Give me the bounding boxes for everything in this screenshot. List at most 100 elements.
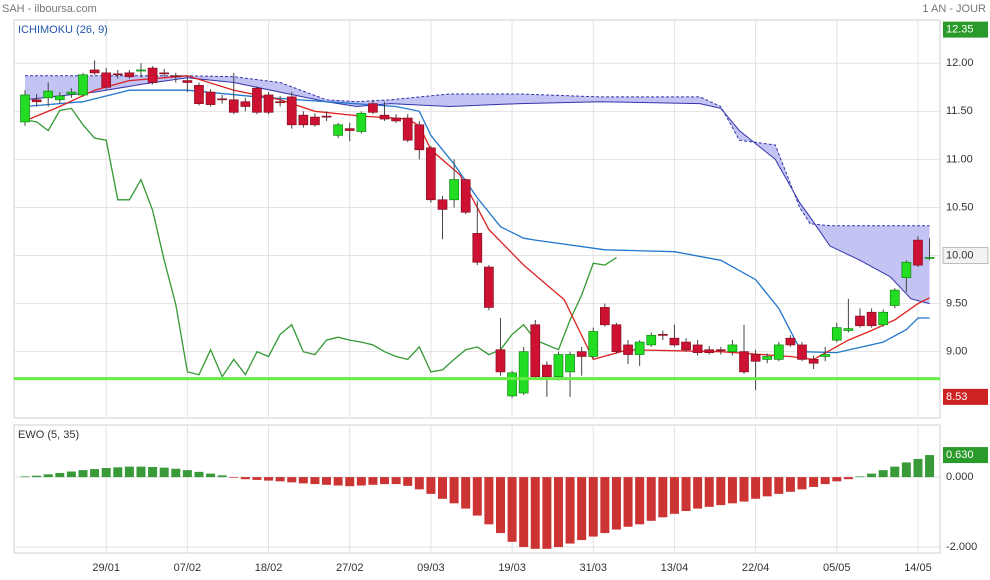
- ewo-bar: [78, 470, 88, 478]
- y-tick-label: 10.50: [946, 201, 974, 213]
- ewo-bar: [264, 477, 274, 481]
- candle-body: [263, 94, 274, 113]
- ewo-bar: [669, 477, 679, 514]
- candle-body: [518, 351, 529, 394]
- candle-body: [333, 124, 343, 136]
- ewo-bar: [913, 458, 923, 478]
- ewo-bar: [553, 477, 563, 548]
- y-tick-label: 11.00: [946, 153, 973, 165]
- ewo-bar: [681, 477, 691, 512]
- ewo-bar: [611, 477, 621, 530]
- ewo-bar: [658, 477, 668, 518]
- ewo-bar: [101, 468, 111, 478]
- ewo-bar: [437, 477, 447, 499]
- candle-body: [623, 344, 633, 355]
- x-tick-label: 22/04: [742, 562, 770, 574]
- panel-title: EWO (5, 35): [18, 429, 79, 441]
- candle-body: [773, 344, 784, 360]
- candle-body: [321, 115, 332, 118]
- candle-body: [449, 179, 459, 201]
- ewo-bar: [809, 477, 819, 487]
- candle-body: [217, 98, 228, 101]
- ewo-bar: [66, 471, 76, 478]
- ewo-bar: [820, 477, 830, 485]
- candle-body: [368, 103, 378, 113]
- ewo-bar: [322, 477, 332, 485]
- ewo-bar: [507, 477, 517, 542]
- ewo-bar: [600, 477, 610, 534]
- ewo-bar: [298, 477, 308, 484]
- candle-body: [78, 74, 88, 96]
- ewo-bar: [90, 469, 100, 478]
- ewo-bar: [542, 477, 552, 549]
- candle-body: [402, 117, 413, 141]
- candle-body: [762, 356, 773, 360]
- ewo-bar: [495, 477, 505, 534]
- candle-body: [170, 75, 181, 78]
- ewo-bar: [472, 477, 482, 516]
- ewo-bar: [878, 470, 888, 478]
- y-tick-label: 10.00: [946, 249, 974, 261]
- candle-body: [356, 112, 367, 132]
- y-tick-label: 9.50: [946, 298, 967, 310]
- ewo-bar: [461, 477, 471, 509]
- price-label: 12.35: [946, 24, 974, 36]
- y-tick-label: 9.00: [946, 346, 967, 358]
- candle-body: [901, 261, 912, 278]
- ewo-bar: [310, 477, 320, 485]
- x-tick-label: 13/04: [661, 562, 689, 574]
- ewo-bar: [159, 467, 169, 478]
- ewo-bar: [646, 477, 656, 521]
- panel-title: ICHIMOKU (26, 9): [18, 24, 108, 36]
- candle-body: [136, 69, 146, 72]
- ewo-bar: [693, 477, 703, 509]
- candle-body: [194, 85, 204, 104]
- candle-body: [704, 349, 715, 353]
- ewo-bar: [484, 477, 494, 525]
- candle-body: [437, 199, 448, 210]
- ewo-bar: [635, 477, 645, 525]
- candle-body: [484, 266, 494, 308]
- price-box: [943, 447, 988, 464]
- candle-body: [460, 179, 471, 213]
- ewo-bar: [171, 468, 181, 478]
- ewo-bar: [577, 477, 587, 541]
- x-tick-label: 18/02: [255, 562, 283, 574]
- ewo-bar: [739, 477, 749, 502]
- candle-body: [808, 359, 819, 364]
- ewo-bar: [368, 477, 378, 485]
- candle-body: [275, 101, 285, 104]
- candle-body: [681, 341, 691, 351]
- price-label: 0.630: [946, 449, 974, 461]
- cloud-fill: [25, 75, 930, 304]
- ewo-bar: [704, 477, 714, 507]
- panel-frame: [13, 424, 941, 554]
- candle-body: [112, 73, 123, 76]
- ewo-bar: [124, 466, 134, 478]
- ewo-bar: [403, 477, 413, 486]
- candle-body: [843, 328, 854, 331]
- candle-body: [831, 327, 842, 341]
- x-tick-label: 27/02: [336, 562, 364, 574]
- candle-body: [600, 307, 610, 326]
- candle-body: [20, 94, 30, 123]
- senkou-b: [25, 75, 930, 227]
- ewo-bar: [797, 477, 807, 490]
- candle-body: [228, 99, 239, 113]
- price-label: 8.53: [946, 391, 967, 403]
- ewo-bar: [148, 466, 158, 478]
- ewo-bar: [206, 473, 216, 478]
- ewo-bar: [333, 477, 343, 486]
- ewo-bar: [113, 467, 123, 478]
- ewo-bar: [136, 466, 146, 478]
- candle-body: [310, 116, 320, 126]
- x-tick-label: 29/01: [92, 562, 120, 574]
- candle-body: [495, 349, 506, 373]
- y-tick-label: 12.00: [946, 57, 974, 69]
- candle-body: [878, 311, 889, 326]
- y-tick-label: -2.000: [946, 541, 977, 553]
- candle-body: [344, 128, 355, 131]
- ewo-bar: [356, 477, 366, 486]
